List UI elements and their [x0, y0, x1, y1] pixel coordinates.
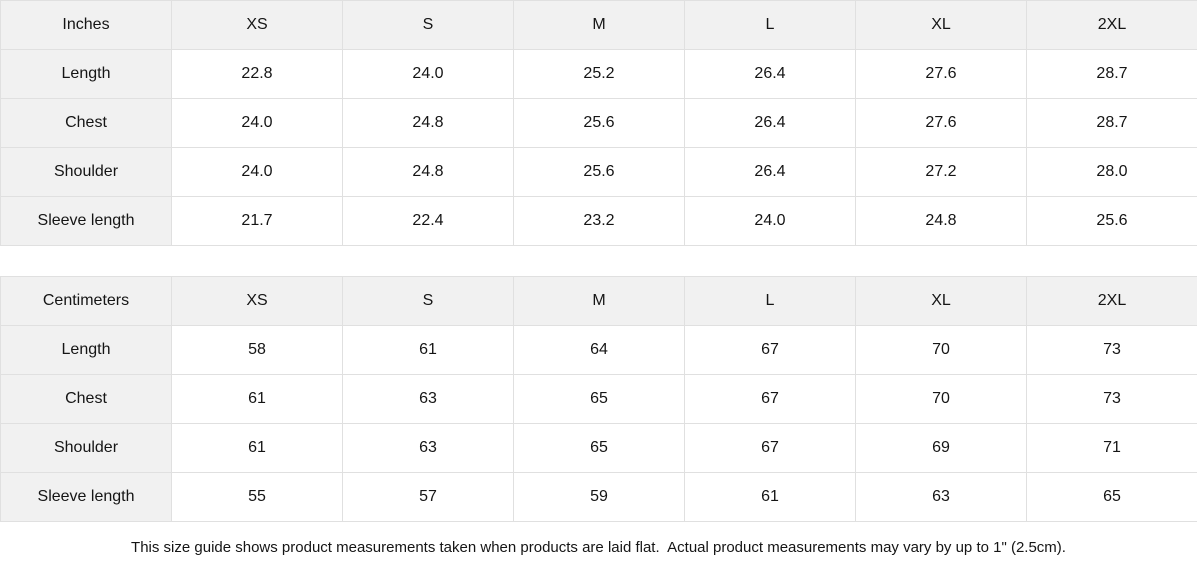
measurement-cell: 24.0 — [342, 49, 514, 99]
table-row: Sleeve length 21.7 22.4 23.2 24.0 24.8 25.6 — [0, 196, 1197, 246]
size-column-header: 2XL — [1026, 0, 1197, 50]
header-row: Centimeters XS S M L XL 2XL — [0, 276, 1197, 326]
table-row: Sleeve length 55 57 59 61 63 65 — [0, 472, 1197, 522]
measurement-cell: 27.6 — [855, 98, 1027, 148]
size-column-header: S — [342, 0, 514, 50]
measurement-cell: 26.4 — [684, 49, 856, 99]
measurement-cell: 70 — [855, 374, 1027, 424]
measurement-cell: 24.8 — [342, 147, 514, 197]
table-row: Length 58 61 64 67 70 73 — [0, 325, 1197, 375]
inches-table-header: Inches XS S M L XL 2XL — [0, 0, 1197, 50]
measurement-cell: 28.0 — [1026, 147, 1197, 197]
measurement-cell: 21.7 — [171, 196, 343, 246]
table-row: Chest 61 63 65 67 70 73 — [0, 374, 1197, 424]
measurement-cell: 73 — [1026, 374, 1197, 424]
measurement-cell: 25.6 — [1026, 196, 1197, 246]
measurement-cell: 27.2 — [855, 147, 1027, 197]
size-column-header: 2XL — [1026, 276, 1197, 326]
size-column-header: XL — [855, 276, 1027, 326]
measurement-cell: 70 — [855, 325, 1027, 375]
measurement-cell: 61 — [171, 374, 343, 424]
measurement-cell: 59 — [513, 472, 685, 522]
size-column-header: XS — [171, 276, 343, 326]
measurement-cell: 24.0 — [171, 98, 343, 148]
table-row: Length 22.8 24.0 25.2 26.4 27.6 28.7 — [0, 49, 1197, 99]
measurement-cell: 65 — [513, 423, 685, 473]
measurement-cell: 65 — [1026, 472, 1197, 522]
measurement-cell: 61 — [684, 472, 856, 522]
centimeters-table-header: Centimeters XS S M L XL 2XL — [0, 276, 1197, 326]
row-label: Length — [0, 325, 172, 375]
size-guide-disclaimer: This size guide shows product measuremen… — [0, 522, 1197, 572]
measurement-cell: 64 — [513, 325, 685, 375]
measurement-cell: 55 — [171, 472, 343, 522]
measurement-cell: 57 — [342, 472, 514, 522]
row-label: Sleeve length — [0, 472, 172, 522]
size-column-header: S — [342, 276, 514, 326]
unit-header-inches: Inches — [0, 0, 172, 50]
measurement-cell: 63 — [342, 374, 514, 424]
measurement-cell: 65 — [513, 374, 685, 424]
size-column-header: XL — [855, 0, 1027, 50]
measurement-cell: 22.8 — [171, 49, 343, 99]
measurement-cell: 63 — [342, 423, 514, 473]
measurement-cell: 25.2 — [513, 49, 685, 99]
table-section-divider — [0, 246, 1197, 276]
table-row: Shoulder 24.0 24.8 25.6 26.4 27.2 28.0 — [0, 147, 1197, 197]
measurement-cell: 61 — [171, 423, 343, 473]
measurement-cell: 67 — [684, 374, 856, 424]
size-column-header: M — [513, 276, 685, 326]
measurement-cell: 24.0 — [171, 147, 343, 197]
measurement-cell: 61 — [342, 325, 514, 375]
measurement-cell: 24.8 — [342, 98, 514, 148]
row-label: Shoulder — [0, 423, 172, 473]
measurement-cell: 67 — [684, 423, 856, 473]
row-label: Chest — [0, 98, 172, 148]
measurement-cell: 28.7 — [1026, 49, 1197, 99]
inches-size-table: Inches XS S M L XL 2XL Length 22.8 24.0 25.2 26.4 2… — [0, 0, 1197, 246]
measurement-cell: 71 — [1026, 423, 1197, 473]
size-column-header: L — [684, 0, 856, 50]
header-row: Inches XS S M L XL 2XL — [0, 0, 1197, 50]
measurement-cell: 73 — [1026, 325, 1197, 375]
measurement-cell: 27.6 — [855, 49, 1027, 99]
measurement-cell: 26.4 — [684, 98, 856, 148]
row-label: Chest — [0, 374, 172, 424]
measurement-cell: 24.8 — [855, 196, 1027, 246]
row-label: Shoulder — [0, 147, 172, 197]
measurement-cell: 69 — [855, 423, 1027, 473]
measurement-cell: 22.4 — [342, 196, 514, 246]
measurement-cell: 67 — [684, 325, 856, 375]
centimeters-size-table: Centimeters XS S M L XL 2XL Length 58 61 64 67 70 73… — [0, 276, 1197, 522]
unit-header-centimeters: Centimeters — [0, 276, 172, 326]
row-label: Length — [0, 49, 172, 99]
table-row: Shoulder 61 63 65 67 69 71 — [0, 423, 1197, 473]
measurement-cell: 23.2 — [513, 196, 685, 246]
measurement-cell: 26.4 — [684, 147, 856, 197]
measurement-cell: 58 — [171, 325, 343, 375]
measurement-cell: 24.0 — [684, 196, 856, 246]
measurement-cell: 25.6 — [513, 98, 685, 148]
size-column-header: M — [513, 0, 685, 50]
measurement-cell: 25.6 — [513, 147, 685, 197]
table-row: Chest 24.0 24.8 25.6 26.4 27.6 28.7 — [0, 98, 1197, 148]
size-column-header: XS — [171, 0, 343, 50]
measurement-cell: 63 — [855, 472, 1027, 522]
measurement-cell: 28.7 — [1026, 98, 1197, 148]
size-column-header: L — [684, 276, 856, 326]
row-label: Sleeve length — [0, 196, 172, 246]
